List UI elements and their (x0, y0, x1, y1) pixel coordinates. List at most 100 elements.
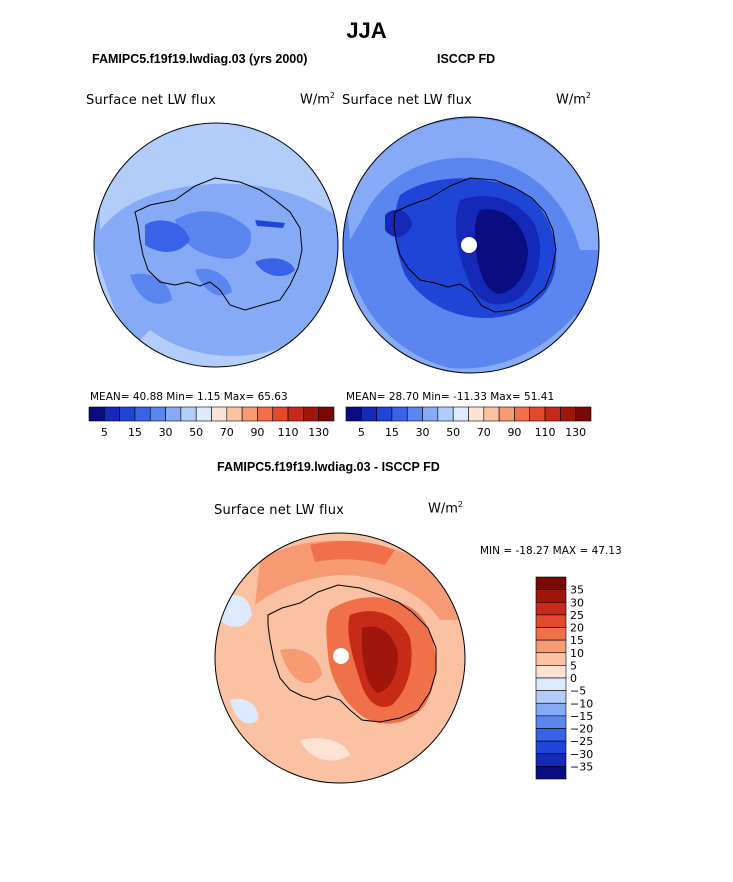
left-colorbar-cell-9 (226, 406, 243, 422)
left-colorbar-cell-15 (318, 406, 335, 422)
right-colorbar-tick-label: 130 (565, 426, 586, 439)
left-colorbar-cell-7 (195, 406, 212, 422)
diff-map-border (214, 532, 466, 784)
diff-antarctica-coastline (267, 584, 437, 723)
right-colorbar-cell-10 (498, 406, 515, 422)
left-colorbar-cell-6 (180, 406, 197, 422)
diff-units-exp: 2 (457, 500, 463, 509)
main-title: JJA (346, 18, 387, 43)
diff-colorbar-tick-label: −25 (570, 735, 593, 748)
left-colorbar-cell-11 (257, 406, 274, 422)
diff-colorbar-cell-15 (535, 766, 567, 780)
right-colorbar-tick-label: 5 (358, 426, 365, 439)
diff-minmax-label: MIN = -18.27 MAX = 47.13 (480, 545, 622, 557)
left-colorbar-tick-label: 30 (159, 426, 173, 439)
right-map-border (342, 116, 600, 374)
left-panel-title: FAMIPC5.f19f19.lwdiag.03 (yrs 2000) (92, 52, 308, 66)
right-colorbar-cell-13 (544, 406, 561, 422)
left-units-base: W/m (300, 92, 330, 108)
left-field-dark-2 (255, 258, 295, 277)
diff-pole-hole (333, 648, 349, 664)
diff-colorbar-tick-label: 5 (570, 659, 577, 672)
left-field-mid-2 (195, 268, 232, 296)
right-colorbar: 5 15 30 50 70 90 110 130 (345, 406, 592, 439)
diff-field-light-blue-2 (230, 698, 259, 724)
left-antarctica-coastline (134, 177, 303, 311)
left-map-border (93, 122, 339, 368)
right-variable-label: Surface net LW flux (342, 93, 473, 108)
left-colorbar-tick-label: 50 (189, 426, 203, 439)
diff-colorbar-tick-label: 15 (570, 634, 584, 647)
left-colorbar-cell-10 (241, 406, 258, 422)
diff-colorbar-cell-14 (535, 753, 567, 767)
diff-variable-label: Surface net LW flux (214, 503, 345, 518)
diff-colorbar-tick-label: −30 (570, 748, 593, 761)
right-colorbar-cell-3 (391, 406, 408, 422)
diff-field-mid-north (255, 540, 462, 620)
right-field-light-north (345, 118, 598, 250)
right-units-exp: 2 (585, 91, 591, 100)
right-colorbar-cell-2 (376, 406, 393, 422)
diff-colorbar-cell-5 (535, 639, 567, 654)
left-map (93, 122, 339, 368)
diff-colorbar-tick-label: −10 (570, 697, 593, 710)
left-field-dark-3 (255, 220, 285, 228)
left-colorbar-cell-0 (88, 406, 105, 422)
right-colorbar-tick-label: 70 (477, 426, 491, 439)
right-colorbar-tick-label: 30 (416, 426, 430, 439)
left-colorbar-tick-label: 5 (101, 426, 108, 439)
diff-colorbar-cell-6 (535, 652, 567, 666)
right-units-label: W/m2 (556, 91, 591, 107)
left-colorbar: 5 15 30 50 70 90 110 130 (88, 406, 335, 439)
left-field-light-north (100, 123, 338, 230)
right-colorbar-tick-label: 110 (535, 426, 556, 439)
right-colorbar-cell-11 (514, 406, 531, 422)
diff-colorbar-tick-label: 30 (570, 596, 584, 609)
right-stats-label: MEAN= 28.70 Min= -11.33 Max= 51.41 (346, 391, 555, 403)
diff-field-strongest (362, 626, 398, 693)
diff-colorbar-cell-13 (535, 740, 567, 755)
left-colorbar-tick-label: 130 (308, 426, 329, 439)
right-colorbar-cell-0 (345, 406, 362, 422)
right-field-dark-3 (385, 209, 412, 237)
diff-colorbar-cell-12 (535, 728, 567, 742)
diff-colorbar-tick-label: −15 (570, 710, 593, 723)
right-colorbar-cell-14 (560, 406, 576, 422)
diff-panel-title: FAMIPC5.f19f19.lwdiag.03 - ISCCP FD (217, 460, 440, 474)
diff-colorbar-tick-label: 35 (570, 584, 584, 597)
left-colorbar-cell-8 (211, 406, 228, 422)
left-field-mid-3 (130, 273, 172, 304)
right-antarctica-coastline (393, 177, 557, 313)
right-pole-hole (461, 237, 477, 253)
diff-colorbar-cell-3 (535, 614, 567, 628)
left-colorbar-tick-label: 110 (278, 426, 299, 439)
left-stats-label: MEAN= 40.88 Min= 1.15 Max= 65.63 (90, 391, 288, 403)
diff-colorbar-cell-0 (535, 576, 567, 590)
diff-units-label: W/m2 (428, 500, 463, 516)
left-colorbar-cell-2 (119, 406, 136, 422)
diff-colorbar-cell-8 (535, 677, 567, 691)
diff-colorbar-cell-11 (535, 715, 567, 729)
diff-colorbar-cell-1 (535, 589, 567, 603)
right-colorbar-cell-9 (483, 406, 500, 422)
right-field-darkest (474, 209, 528, 294)
left-colorbar-tick-label: 70 (220, 426, 234, 439)
right-units-base: W/m (556, 92, 586, 108)
left-colorbar-tick-label: 15 (128, 426, 142, 439)
diff-colorbar-cell-2 (535, 601, 567, 616)
diff-units-base: W/m (428, 501, 458, 517)
diff-field-strong-north (310, 540, 395, 565)
left-colorbar-cell-1 (104, 406, 120, 422)
diff-colorbar-tick-label: 20 (570, 622, 584, 635)
right-colorbar-cell-1 (361, 406, 377, 422)
diff-colorbar-tick-label: 0 (570, 672, 577, 685)
left-colorbar-cell-5 (165, 406, 182, 422)
diff-field-mid-1 (280, 648, 322, 683)
diff-colorbar-cell-4 (535, 627, 567, 641)
left-colorbar-cell-14 (303, 406, 319, 422)
left-field-mid-1 (175, 211, 251, 259)
diff-colorbar-tick-label: 25 (570, 609, 584, 622)
left-colorbar-cell-13 (287, 406, 304, 422)
right-colorbar-tick-label: 90 (507, 426, 521, 439)
